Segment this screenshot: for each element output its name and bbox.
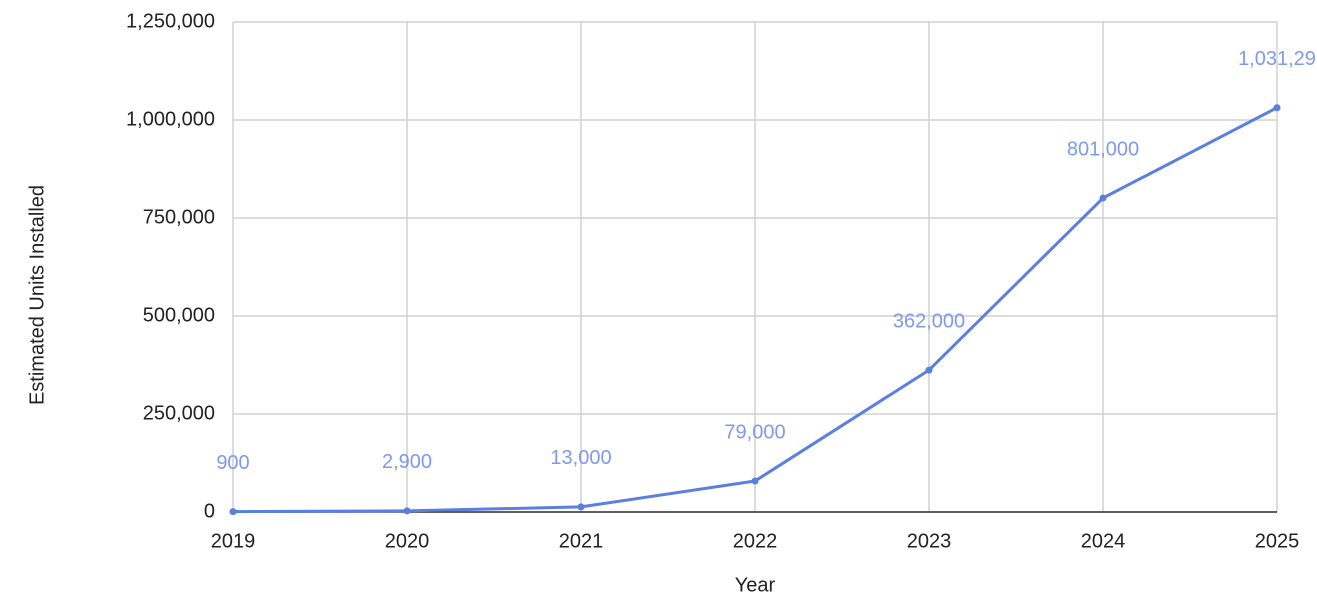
data-point [1099,194,1107,202]
data-label: 1,031,29 [1238,48,1316,70]
x-tick-label: 2025 [1255,530,1300,552]
data-label: 801,000 [1067,138,1139,160]
x-tick-label: 2021 [559,530,604,552]
x-axis-title: Year [735,574,776,596]
y-axis-title: Estimated Units Installed [26,185,48,405]
data-label: 2,900 [382,451,432,473]
y-tick-label: 0 [204,500,215,522]
x-tick-label: 2023 [907,530,952,552]
data-point [403,507,411,515]
data-label: 79,000 [724,421,785,443]
y-tick-label: 1,250,000 [126,10,215,32]
data-point [751,477,759,485]
y-tick-label: 750,000 [143,206,215,228]
y-tick-label: 1,000,000 [126,108,215,130]
x-tick-label: 2020 [385,530,430,552]
x-tick-label: 2019 [211,530,256,552]
y-tick-label: 250,000 [143,402,215,424]
x-tick-label: 2024 [1081,530,1126,552]
x-tick-label: 2022 [733,530,778,552]
data-point [229,508,237,516]
data-point [925,366,933,374]
data-label: 362,000 [893,310,965,332]
data-point [577,503,585,511]
y-tick-label: 500,000 [143,304,215,326]
data-label: 13,000 [550,447,611,469]
data-label: 900 [216,452,249,474]
data-point [1273,104,1281,112]
